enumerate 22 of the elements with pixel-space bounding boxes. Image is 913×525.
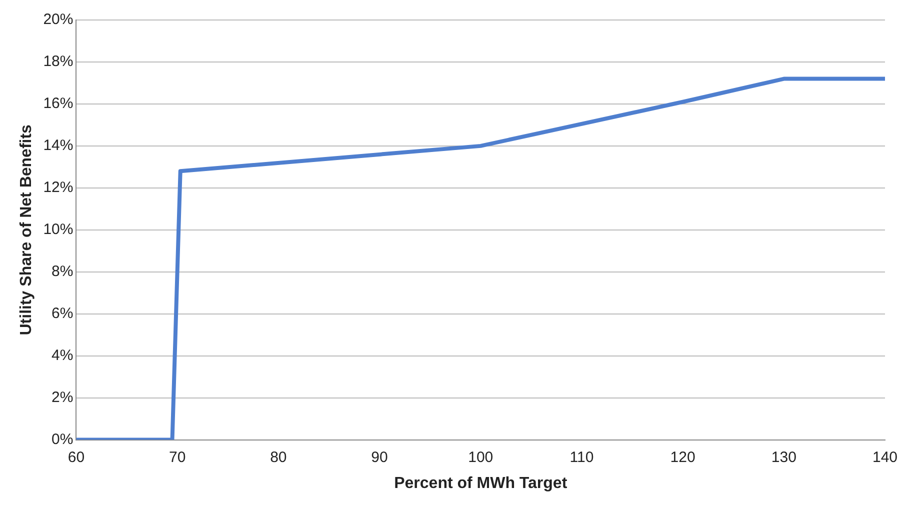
y-tick-label: 4% — [52, 346, 74, 364]
x-axis-title: Percent of MWh Target — [394, 474, 568, 492]
y-tick-label: 10% — [43, 221, 74, 238]
y-tick-label: 12% — [43, 179, 74, 196]
y-tick-label: 2% — [52, 388, 74, 406]
y-tick-label: 16% — [43, 95, 74, 112]
y-tick-label: 18% — [43, 53, 74, 70]
x-tick-label: 130 — [771, 448, 796, 466]
x-tick-label: 90 — [371, 448, 388, 466]
y-tick-label: 0% — [52, 430, 74, 448]
y-tick-label: 20% — [43, 11, 74, 28]
x-tick-label: 60 — [68, 448, 85, 466]
x-tick-label: 80 — [270, 448, 287, 466]
y-axis-title: Utility Share of Net Benefits — [18, 124, 36, 336]
x-tick-label: 100 — [468, 448, 494, 466]
x-tick-label: 70 — [168, 448, 186, 466]
y-tick-label: 8% — [52, 263, 74, 280]
x-tick-label: 110 — [570, 448, 594, 466]
x-tick-label: 140 — [872, 448, 898, 466]
y-tick-label: 14% — [43, 137, 74, 154]
x-tick-label: 120 — [670, 448, 696, 466]
y-tick-label: 6% — [52, 305, 74, 322]
